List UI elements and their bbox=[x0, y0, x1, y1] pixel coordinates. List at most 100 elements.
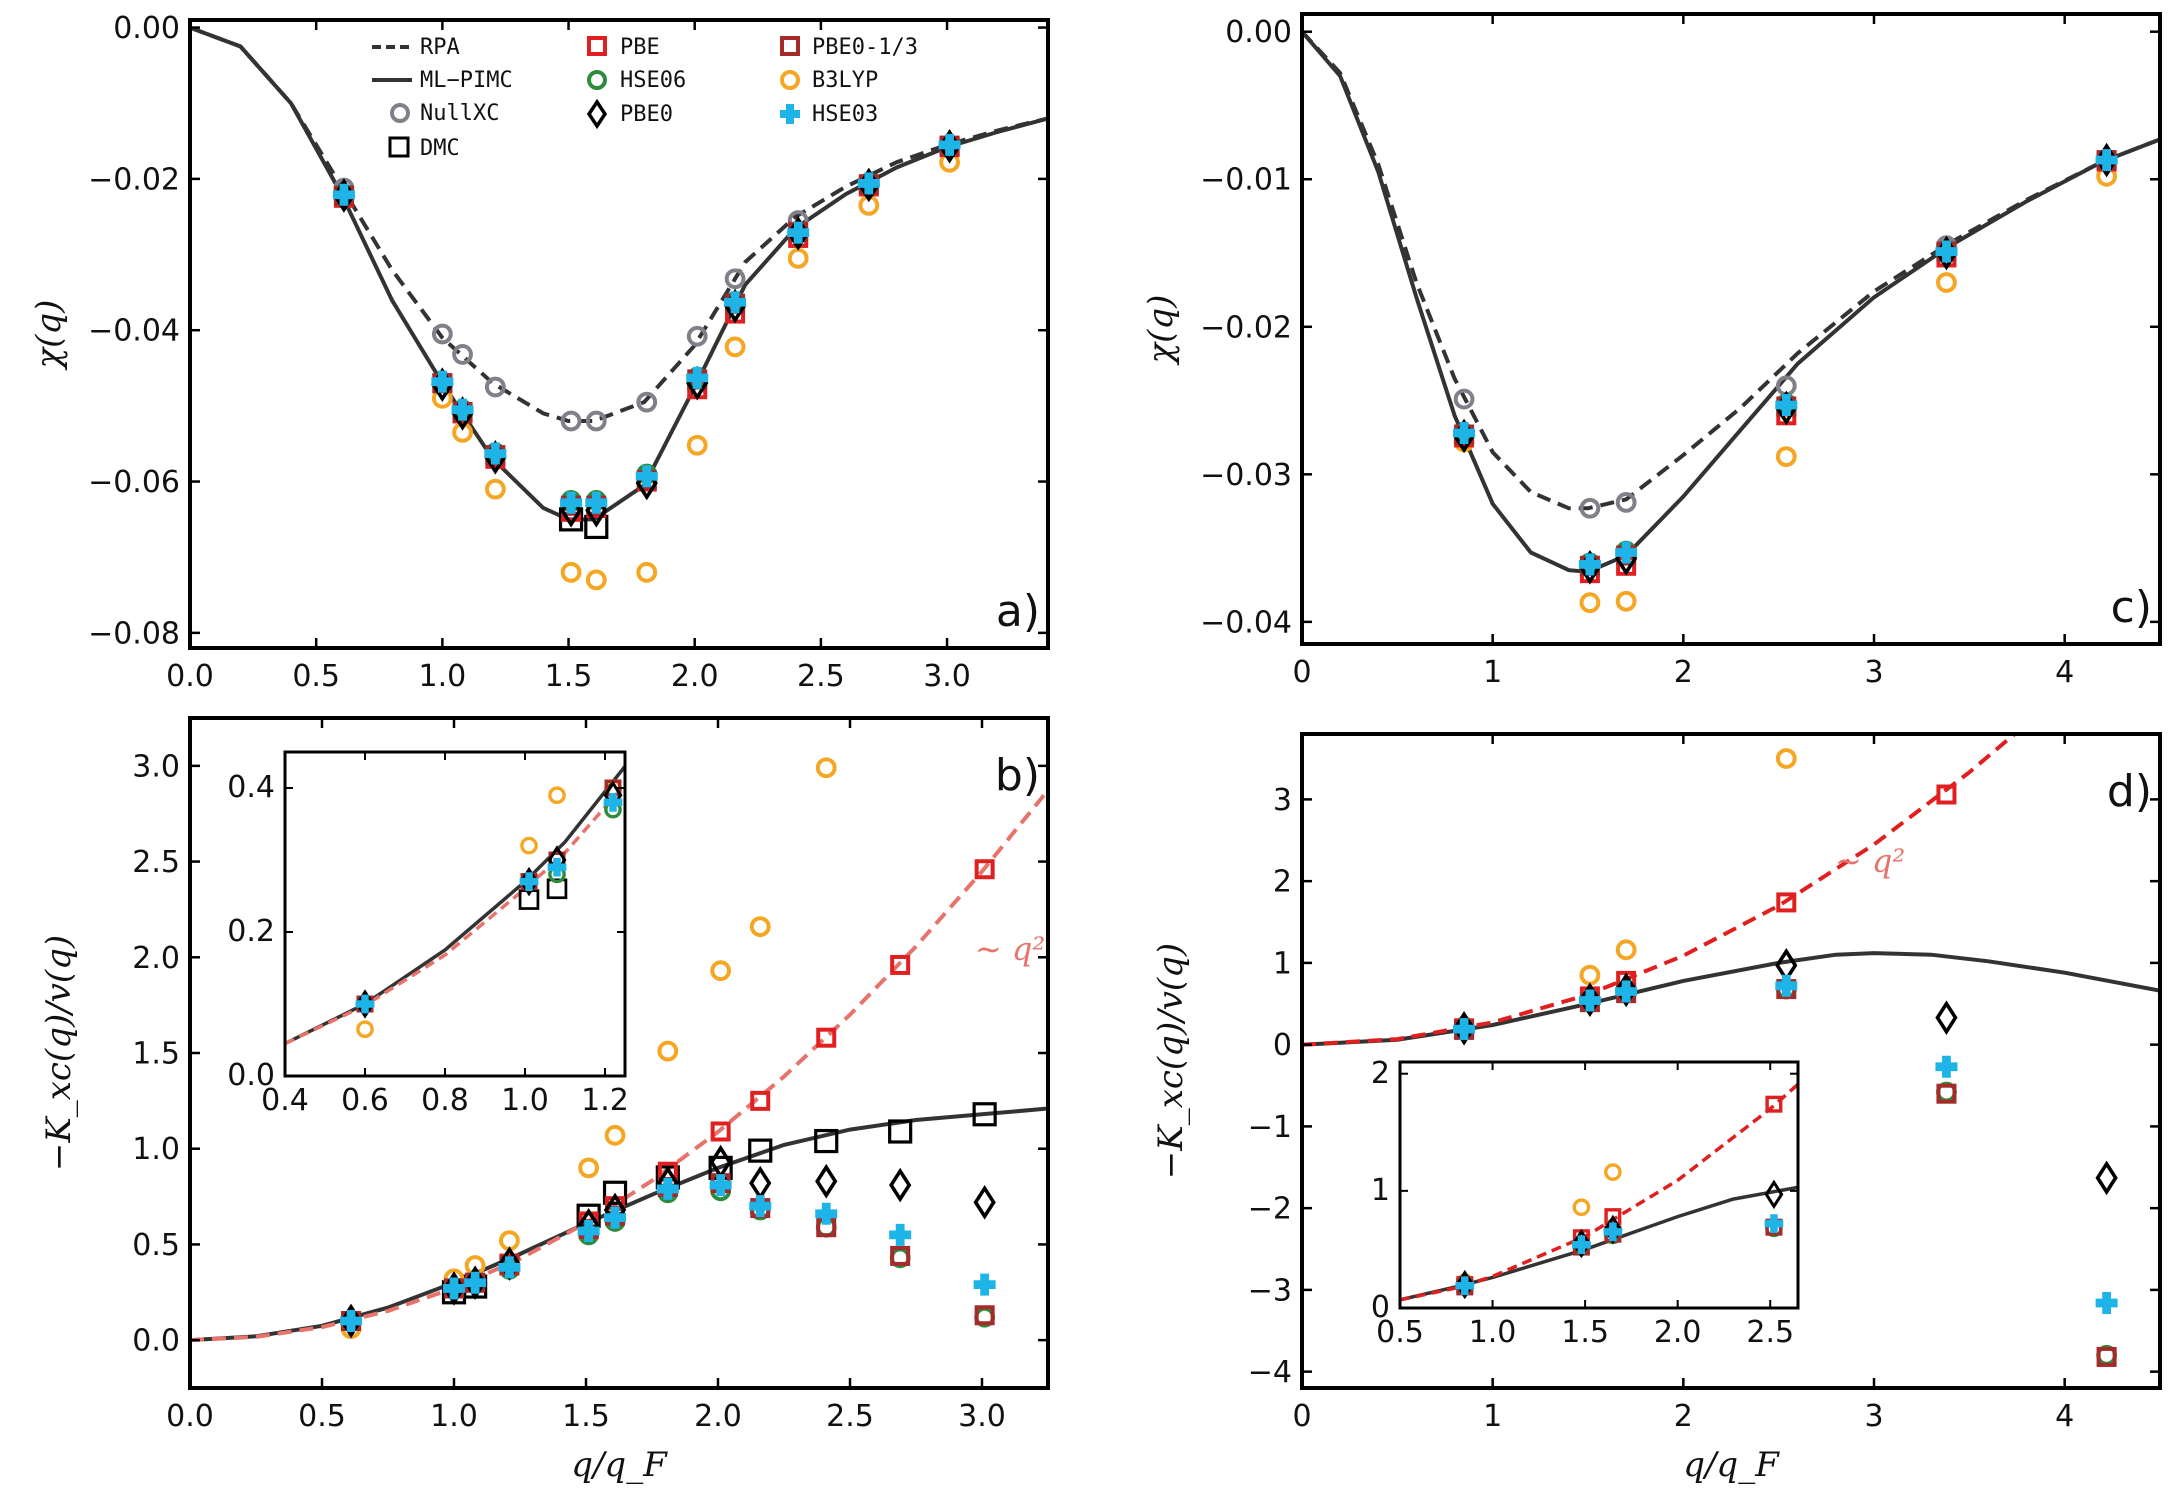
marker-hse03-a-5 bbox=[585, 491, 608, 514]
b-inset-xtick-label: 0.8 bbox=[421, 1083, 469, 1118]
a-xtick-label: 1.0 bbox=[418, 659, 466, 694]
b-ytick-label: 0.0 bbox=[132, 1324, 180, 1359]
marker-hse03-c-4 bbox=[1935, 240, 1958, 263]
legend-pbe0-1-3-label: PBE0-1/3 bbox=[812, 35, 918, 60]
marker-b3lyp-a-8 bbox=[724, 336, 746, 358]
marker-hse03-d-inset-1 bbox=[1572, 1235, 1591, 1255]
marker-pbe0-b-2 bbox=[463, 1265, 487, 1301]
marker-nullxc-a-8 bbox=[724, 268, 746, 290]
b-ytick-label: 0.5 bbox=[132, 1228, 180, 1263]
marker-hse03-a-11 bbox=[938, 133, 961, 156]
d-inset-data bbox=[1400, 1082, 1798, 1302]
marker-dmc-b-3 bbox=[602, 1180, 628, 1205]
marker-pbe-b-10 bbox=[890, 954, 911, 975]
d-ytick-label: 1 bbox=[1273, 946, 1292, 981]
a-xtick-label: 3.0 bbox=[923, 659, 971, 694]
marker-b3lyp-b-5 bbox=[604, 1124, 626, 1146]
marker-pbe-d-4 bbox=[1936, 784, 1957, 805]
marker-hse03-b-2 bbox=[464, 1271, 487, 1294]
b-line-q2-fit bbox=[190, 788, 1048, 1343]
marker-hse03-d-inset-0 bbox=[1455, 1276, 1475, 1296]
marker-b3lyp-a-6 bbox=[636, 561, 658, 583]
marker-b3lyp-a-2 bbox=[452, 421, 473, 443]
c-line-ml-pimc bbox=[1302, 30, 2160, 574]
a-xtick-label: 2.0 bbox=[671, 659, 719, 694]
marker-nullxc-c-1 bbox=[1579, 497, 1601, 519]
legend: RPA ML−PIMC NullXC DMC PBE HSE06 PBE0 PB… bbox=[372, 35, 918, 161]
marker-hse03-d-2 bbox=[1615, 980, 1638, 1003]
c-xtick-label: 3 bbox=[1864, 655, 1883, 690]
d-ytick-label: −1 bbox=[1248, 1110, 1292, 1145]
legend-hse06-label: HSE06 bbox=[620, 68, 686, 93]
d-line-ml-pimc bbox=[1302, 951, 2160, 1047]
b-inset-xtick-label: 1.0 bbox=[501, 1083, 549, 1118]
marker-b3lyp-d-inset-1 bbox=[1572, 1198, 1591, 1217]
legend-pbe0-label: PBE0 bbox=[620, 102, 673, 127]
panel-label-d: d) bbox=[2107, 766, 2152, 817]
c-xtick-label: 0 bbox=[1292, 655, 1311, 690]
b-inset-data bbox=[285, 765, 625, 1046]
marker-pbe0-d-1 bbox=[1578, 982, 1602, 1018]
marker-hse03-a-8 bbox=[724, 291, 747, 314]
marker-pbe0-c-5 bbox=[2095, 142, 2118, 178]
marker-hse03-b-inset-1 bbox=[519, 872, 539, 891]
d-inset-xtick-label: 1.5 bbox=[1561, 1315, 1609, 1350]
marker-b3lyp-b-9 bbox=[815, 757, 837, 779]
legend-dmc-label: DMC bbox=[420, 136, 460, 161]
marker-dmc-b-6 bbox=[748, 1138, 773, 1163]
marker-hse03-b-5 bbox=[604, 1206, 627, 1229]
marker-b3lyp-b-6 bbox=[657, 1040, 679, 1062]
legend-hse03-label: HSE03 bbox=[812, 102, 878, 127]
d-ytick-label: 0 bbox=[1273, 1028, 1292, 1063]
d-plot: 0 1 2 3 4 −4 −3 −2 −1 0 1 2 3 d) −K_xc(q)/v(q) q/q_F ∼ q… bbox=[1151, 660, 2162, 1485]
c-line-rpa bbox=[1302, 30, 2160, 511]
d-inset-ytick-label: 1 bbox=[1371, 1173, 1390, 1208]
panel-label-b: b) bbox=[995, 750, 1040, 801]
marker-hse03-b-6 bbox=[656, 1177, 679, 1200]
annotation-q2-d: ∼ q² bbox=[1835, 842, 1905, 880]
b-inset-line-q2-fit bbox=[285, 783, 625, 1046]
marker-pbe-d-inset-3 bbox=[1765, 1095, 1783, 1113]
b-data bbox=[190, 757, 1048, 1343]
marker-pbe-b-9 bbox=[816, 1027, 837, 1048]
d-ytick-label: −3 bbox=[1248, 1273, 1292, 1308]
b-inset-plot-area bbox=[285, 752, 625, 1076]
x-axis-label-d: q/q_F bbox=[1683, 1445, 1780, 1485]
b-ytick-label: 2.0 bbox=[132, 941, 180, 976]
legend-nullxc-label: NullXC bbox=[420, 101, 499, 126]
marker-pbe-b-11 bbox=[974, 859, 995, 880]
legend-hse06-marker bbox=[587, 70, 607, 90]
c-plot-area bbox=[1302, 14, 2160, 644]
marker-hse03-b-0 bbox=[340, 1310, 363, 1332]
marker-b3lyp-a-3 bbox=[484, 478, 506, 500]
marker-hse03-a-9 bbox=[787, 221, 810, 244]
marker-nullxc-a-7 bbox=[686, 325, 708, 347]
b-inset-line-ml-pimc bbox=[285, 765, 625, 1046]
c-ytick-label: −0.01 bbox=[1200, 163, 1292, 198]
marker-pbe0-1-3-b-10 bbox=[890, 1245, 911, 1266]
marker-hse03-a-6 bbox=[635, 465, 658, 488]
d-inset-plot: 0.5 1.0 1.5 2.0 2.5 0 1 2 bbox=[1371, 1056, 1800, 1350]
b-xtick-label: 2.0 bbox=[694, 1399, 742, 1434]
marker-b3lyp-d-4 bbox=[1938, 660, 1955, 677]
marker-hse03-b-inset-3 bbox=[603, 793, 623, 812]
marker-pbe-b-7 bbox=[710, 1121, 731, 1142]
marker-hse03-c-5 bbox=[2095, 149, 2118, 172]
marker-hse03-d-3 bbox=[1775, 974, 1798, 997]
panel-label-c: c) bbox=[2111, 582, 2152, 633]
marker-pbe0-b-11 bbox=[973, 1184, 996, 1220]
marker-pbe0-b-inset-0 bbox=[355, 989, 375, 1019]
y-axis-label-d: −K_xc(q)/v(q) bbox=[1151, 943, 1191, 1179]
marker-pbe0-b-9 bbox=[815, 1163, 838, 1199]
marker-b3lyp-d-3 bbox=[1775, 748, 1797, 769]
d-inset-xtick-label: 0.5 bbox=[1376, 1315, 1424, 1350]
marker-pbe0-b-10 bbox=[889, 1167, 912, 1203]
panel-label-a: a) bbox=[996, 586, 1040, 637]
marker-hse03-c-0 bbox=[1453, 422, 1476, 445]
marker-hse03-b-7 bbox=[709, 1174, 732, 1197]
marker-nullxc-a-4 bbox=[560, 410, 582, 432]
marker-pbe-b-8 bbox=[750, 1090, 771, 1111]
b-ytick-label: 1.0 bbox=[132, 1132, 180, 1167]
marker-hse03-a-3 bbox=[484, 442, 507, 465]
d-xtick-label: 2 bbox=[1674, 1399, 1693, 1434]
